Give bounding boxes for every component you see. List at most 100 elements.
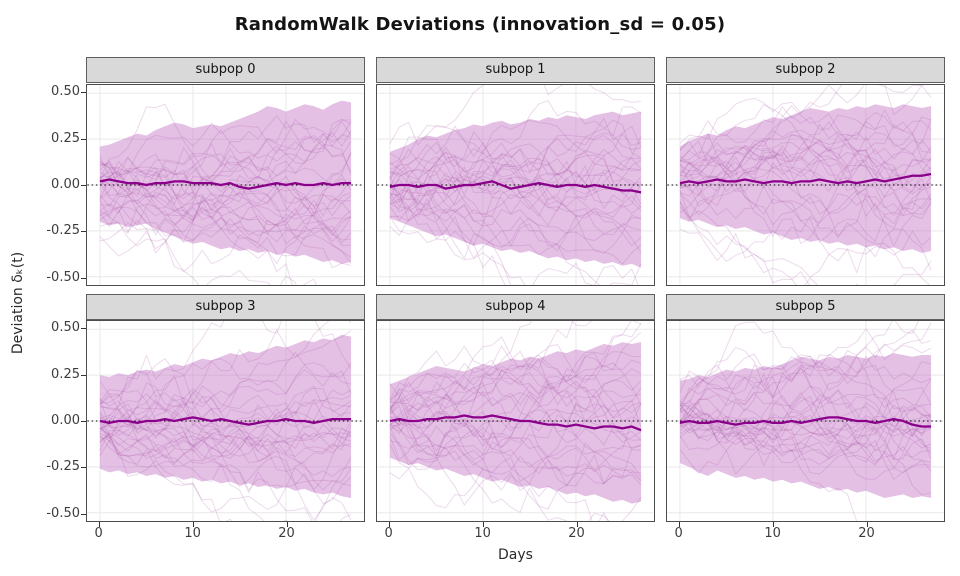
facet-plot	[667, 85, 944, 285]
trajectory-line	[99, 165, 352, 210]
trajectory-line	[679, 378, 932, 441]
x-tick-mark	[772, 522, 774, 527]
trajectory-line	[99, 119, 352, 198]
trajectory-line	[389, 364, 642, 435]
x-tick-label: 20	[858, 526, 875, 541]
trajectory-line	[679, 108, 932, 187]
trajectory-line	[99, 103, 352, 180]
trajectory-line	[679, 148, 932, 207]
trajectory-line	[99, 432, 352, 478]
trajectory-line	[679, 144, 932, 217]
trajectory-line	[389, 136, 642, 218]
trajectory-line	[99, 118, 352, 192]
x-tick-label: 0	[94, 526, 103, 541]
trajectory-line	[679, 228, 811, 285]
trajectory-line	[389, 148, 642, 205]
trajectory-line	[99, 118, 352, 176]
x-tick-mark	[286, 522, 288, 527]
trajectory-line	[389, 125, 642, 186]
trajectory-line	[679, 132, 932, 195]
trajectory-line	[99, 199, 352, 265]
trajectory-line	[679, 329, 932, 434]
trajectory-line	[389, 170, 642, 227]
envelope-ribbon	[99, 100, 352, 264]
trajectory-line	[99, 221, 352, 273]
trajectory-line	[679, 410, 932, 475]
y-tick-label: -0.25	[46, 459, 80, 475]
trajectory-line	[679, 376, 932, 433]
trajectory-line	[679, 413, 932, 441]
trajectory-line	[389, 176, 642, 247]
trajectory-line	[99, 412, 352, 466]
trajectory-line	[679, 166, 931, 285]
trajectory-line	[99, 129, 352, 206]
trajectory-line	[679, 434, 858, 521]
trajectory-line	[679, 353, 932, 461]
trajectory-line	[389, 423, 642, 486]
y-tick-mark	[81, 231, 86, 233]
chart-title: RandomWalk Deviations (innovation_sd = 0…	[234, 14, 726, 35]
trajectory-line	[679, 346, 932, 421]
trajectory-line	[389, 119, 642, 205]
trajectory-line	[679, 355, 932, 407]
trajectory-line	[389, 100, 642, 203]
trajectory-line	[99, 155, 352, 217]
trajectory-line	[679, 104, 932, 180]
trajectory-line	[389, 184, 526, 285]
facet-plot	[667, 321, 944, 521]
trajectory-line	[99, 153, 352, 229]
trajectory-line	[389, 370, 642, 446]
trajectory-line	[389, 374, 642, 438]
trajectory-line	[679, 123, 932, 173]
trajectory-line	[679, 394, 932, 444]
trajectory-line	[99, 134, 352, 237]
x-tick-mark	[192, 522, 194, 527]
trajectory-line	[99, 151, 352, 219]
trajectory-line	[679, 415, 932, 474]
trajectory-line	[679, 355, 932, 427]
trajectory-line	[389, 321, 642, 411]
y-tick-label: 0.00	[51, 413, 80, 428]
trajectory-line	[679, 133, 932, 214]
y-tick-label: 0.50	[51, 84, 80, 100]
trajectory-line	[389, 165, 642, 254]
trajectory-line	[679, 391, 932, 481]
trajectory-line	[389, 152, 642, 207]
x-tick-mark	[388, 522, 390, 527]
trajectory-line	[389, 196, 642, 265]
trajectory-line	[679, 111, 932, 192]
trajectory-line	[99, 115, 352, 206]
trajectory-line	[99, 321, 352, 404]
y-tick-mark	[81, 374, 86, 376]
trajectory-line	[389, 403, 642, 466]
facet-strip-subpop-1: subpop 1	[376, 57, 655, 83]
trajectory-line	[679, 396, 932, 452]
trajectory-line	[389, 124, 642, 235]
trajectory-line	[389, 405, 642, 487]
trajectory-line	[389, 146, 642, 219]
trajectory-line	[99, 398, 352, 444]
trajectory-line	[389, 184, 642, 260]
trajectory-line	[389, 119, 642, 205]
trajectory-line	[99, 321, 352, 439]
trajectory-line	[389, 385, 642, 423]
trajectory-line	[679, 134, 932, 195]
trajectory-line	[99, 354, 352, 453]
trajectory-line	[389, 106, 642, 189]
trajectory-line	[679, 398, 932, 496]
trajectory-line	[99, 153, 352, 237]
trajectory-line	[99, 192, 352, 243]
y-tick-mark	[81, 185, 86, 186]
trajectory-line	[99, 364, 352, 431]
trajectory-line	[679, 85, 926, 152]
trajectory-line	[679, 421, 932, 480]
trajectory-line	[389, 117, 642, 200]
y-tick-mark	[81, 138, 86, 140]
facet-panel-subpop-0	[86, 84, 365, 286]
trajectory-line	[679, 166, 932, 262]
trajectory-line	[679, 155, 932, 245]
trajectory-line	[389, 440, 609, 521]
trajectory-line	[389, 184, 521, 285]
trajectory-line	[99, 171, 352, 241]
trajectory-line	[679, 206, 932, 285]
